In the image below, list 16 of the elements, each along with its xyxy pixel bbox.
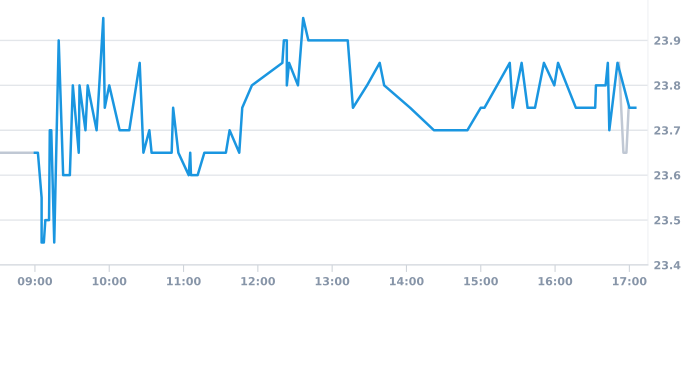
y-tick-label: 23.5 (654, 216, 680, 224)
x-tick-label: 16:00 (538, 276, 572, 286)
x-tick-label: 12:00 (241, 276, 275, 286)
y-tick-label: 23.4 (654, 260, 680, 270)
x-tick-label: 15:00 (464, 276, 498, 286)
x-tick-label: 14:00 (390, 276, 424, 286)
x-tick-label: 11:00 (167, 276, 201, 286)
y-tick-label: 23.9 (654, 36, 680, 45)
x-tick-label: 09:00 (18, 276, 52, 286)
x-tick-label: 13:00 (316, 276, 350, 286)
y-tick-label: 23.6 (654, 171, 680, 180)
line-series (34, 16, 637, 244)
x-tick-label: 17:00 (612, 276, 647, 286)
y-tick-label: 23.7 (654, 126, 680, 135)
y-tick-label: 23.8 (654, 81, 680, 90)
x-tick-label: 10:00 (92, 276, 126, 286)
